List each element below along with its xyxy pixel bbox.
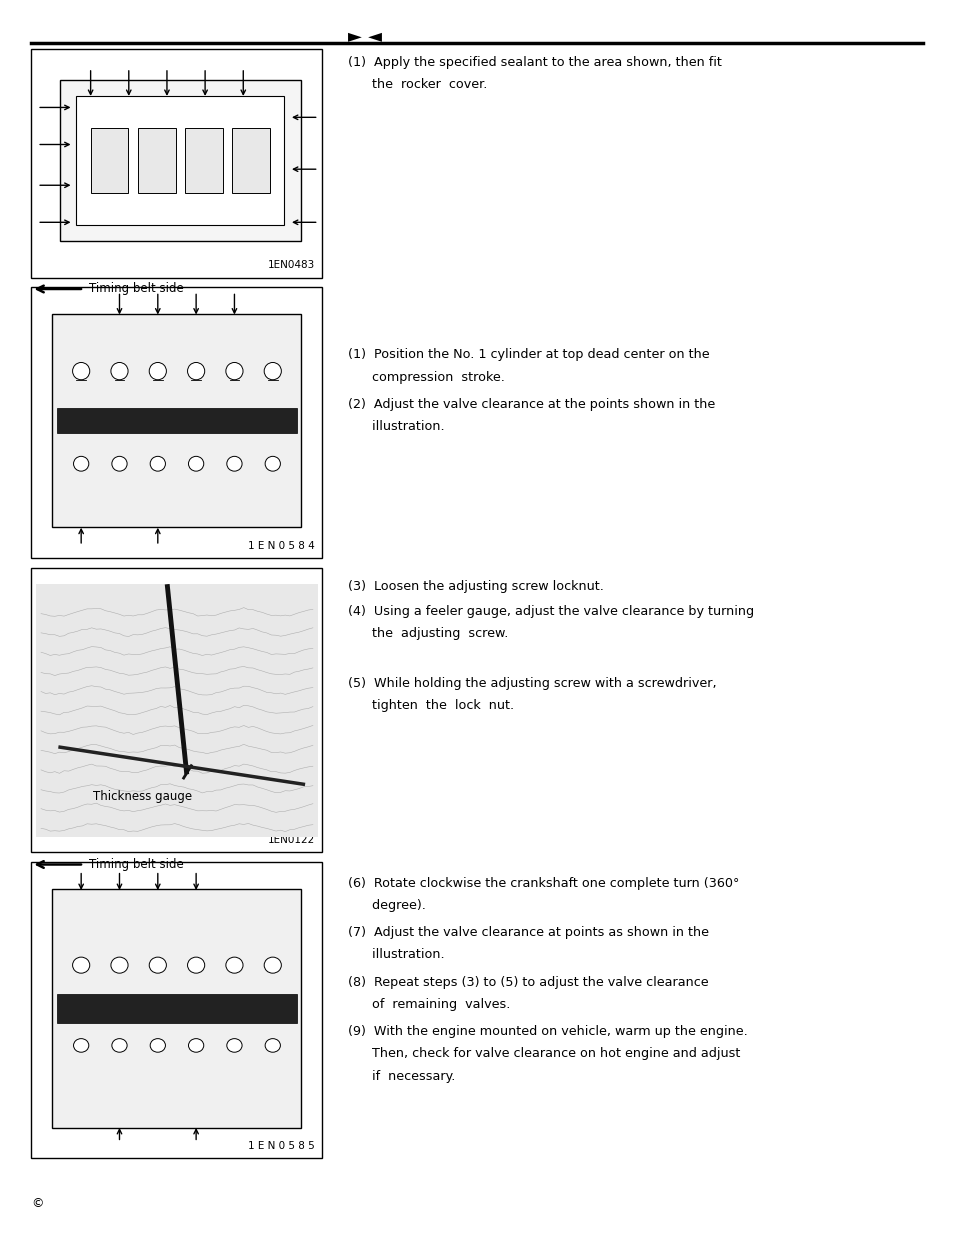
Text: if  necessary.: if necessary. — [348, 1070, 456, 1083]
Ellipse shape — [189, 457, 204, 472]
Ellipse shape — [227, 1039, 242, 1052]
Bar — [52, 314, 301, 527]
Text: (1)  Apply the specified sealant to the area shown, then fit: (1) Apply the specified sealant to the a… — [348, 56, 721, 69]
Bar — [137, 128, 175, 193]
Text: 1 E N 0 5 8 5: 1 E N 0 5 8 5 — [248, 1141, 314, 1151]
Text: 1EN0122: 1EN0122 — [267, 835, 314, 845]
Ellipse shape — [264, 362, 281, 380]
Ellipse shape — [112, 1039, 127, 1052]
Ellipse shape — [227, 457, 242, 472]
Bar — [233, 128, 270, 193]
Ellipse shape — [226, 362, 243, 380]
Bar — [57, 408, 296, 433]
Ellipse shape — [73, 1039, 89, 1052]
Ellipse shape — [111, 362, 128, 380]
Text: 1 E N 0 5 8 4: 1 E N 0 5 8 4 — [248, 541, 314, 551]
Bar — [57, 994, 296, 1023]
Text: the  rocker  cover.: the rocker cover. — [348, 78, 487, 91]
Text: compression  stroke.: compression stroke. — [348, 370, 504, 384]
Text: 1EN0483: 1EN0483 — [267, 261, 314, 270]
Text: (4)  Using a feeler gauge, adjust the valve clearance by turning: (4) Using a feeler gauge, adjust the val… — [348, 605, 754, 619]
Text: the  adjusting  screw.: the adjusting screw. — [348, 627, 508, 641]
Text: (2)  Adjust the valve clearance at the points shown in the: (2) Adjust the valve clearance at the po… — [348, 398, 715, 411]
Ellipse shape — [111, 957, 128, 973]
Bar — [60, 80, 300, 241]
Text: (6)  Rotate clockwise the crankshaft one complete turn (360°: (6) Rotate clockwise the crankshaft one … — [348, 877, 739, 890]
Ellipse shape — [150, 457, 165, 472]
Bar — [31, 568, 322, 852]
Text: Then, check for valve clearance on hot engine and adjust: Then, check for valve clearance on hot e… — [348, 1047, 740, 1061]
Ellipse shape — [72, 957, 90, 973]
Text: Thickness gauge: Thickness gauge — [93, 789, 193, 803]
Text: ©: © — [31, 1197, 44, 1210]
Ellipse shape — [264, 957, 281, 973]
Bar — [36, 584, 317, 837]
Ellipse shape — [265, 457, 280, 472]
Ellipse shape — [265, 1039, 280, 1052]
Ellipse shape — [149, 362, 166, 380]
Text: illustration.: illustration. — [348, 420, 444, 433]
Ellipse shape — [73, 457, 89, 472]
Bar — [31, 49, 322, 278]
Ellipse shape — [189, 1039, 204, 1052]
Text: of  remaining  valves.: of remaining valves. — [348, 998, 510, 1011]
Bar — [76, 96, 284, 225]
Text: tighten  the  lock  nut.: tighten the lock nut. — [348, 699, 514, 713]
Ellipse shape — [149, 957, 166, 973]
Ellipse shape — [188, 362, 205, 380]
Bar — [185, 128, 222, 193]
Bar — [31, 862, 322, 1158]
Text: ► ◄: ► ◄ — [348, 27, 382, 46]
Bar — [52, 889, 301, 1128]
Bar — [91, 128, 128, 193]
Text: illustration.: illustration. — [348, 948, 444, 962]
Text: (1)  Position the No. 1 cylinder at top dead center on the: (1) Position the No. 1 cylinder at top d… — [348, 348, 709, 362]
Text: (8)  Repeat steps (3) to (5) to adjust the valve clearance: (8) Repeat steps (3) to (5) to adjust th… — [348, 976, 708, 989]
Text: Timing belt side: Timing belt side — [89, 858, 183, 871]
Text: (7)  Adjust the valve clearance at points as shown in the: (7) Adjust the valve clearance at points… — [348, 926, 708, 940]
Text: (3)  Loosen the adjusting screw locknut.: (3) Loosen the adjusting screw locknut. — [348, 580, 603, 594]
Ellipse shape — [112, 457, 127, 472]
Bar — [31, 287, 322, 558]
Ellipse shape — [188, 957, 205, 973]
Ellipse shape — [150, 1039, 165, 1052]
Text: (9)  With the engine mounted on vehicle, warm up the engine.: (9) With the engine mounted on vehicle, … — [348, 1025, 747, 1039]
Ellipse shape — [226, 957, 243, 973]
Text: Timing belt side: Timing belt side — [89, 283, 183, 295]
Text: (5)  While holding the adjusting screw with a screwdriver,: (5) While holding the adjusting screw wi… — [348, 677, 716, 690]
Text: degree).: degree). — [348, 899, 426, 913]
Ellipse shape — [72, 362, 90, 380]
